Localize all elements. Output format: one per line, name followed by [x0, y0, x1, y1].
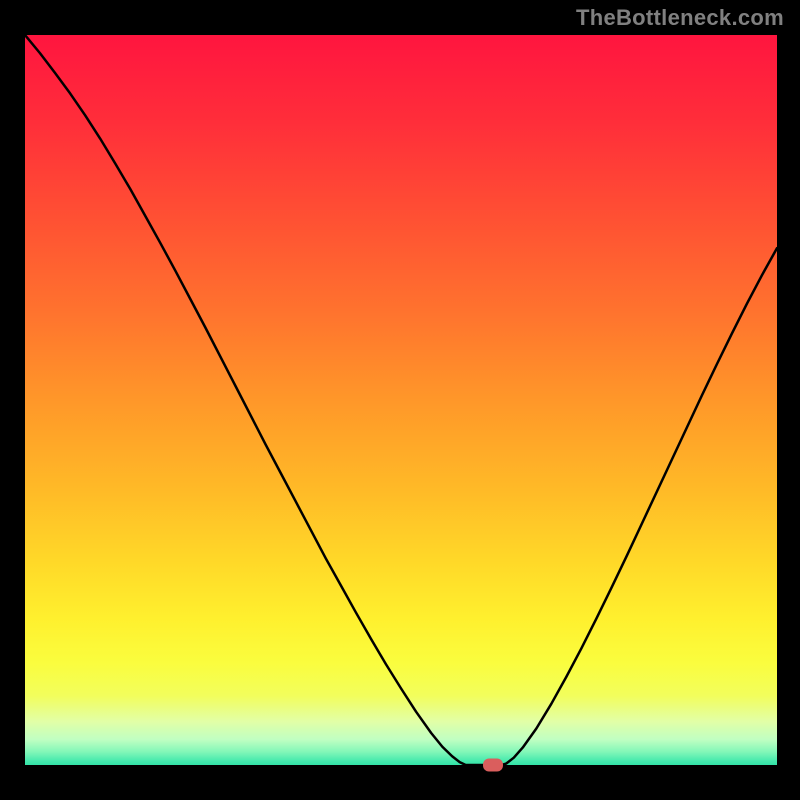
- plot-background: [25, 35, 777, 765]
- watermark-text: TheBottleneck.com: [576, 5, 784, 31]
- chart-stage: TheBottleneck.com: [0, 0, 800, 800]
- bottleneck-marker: [483, 759, 503, 772]
- plot-area: [25, 35, 777, 765]
- plot-svg: [25, 35, 777, 765]
